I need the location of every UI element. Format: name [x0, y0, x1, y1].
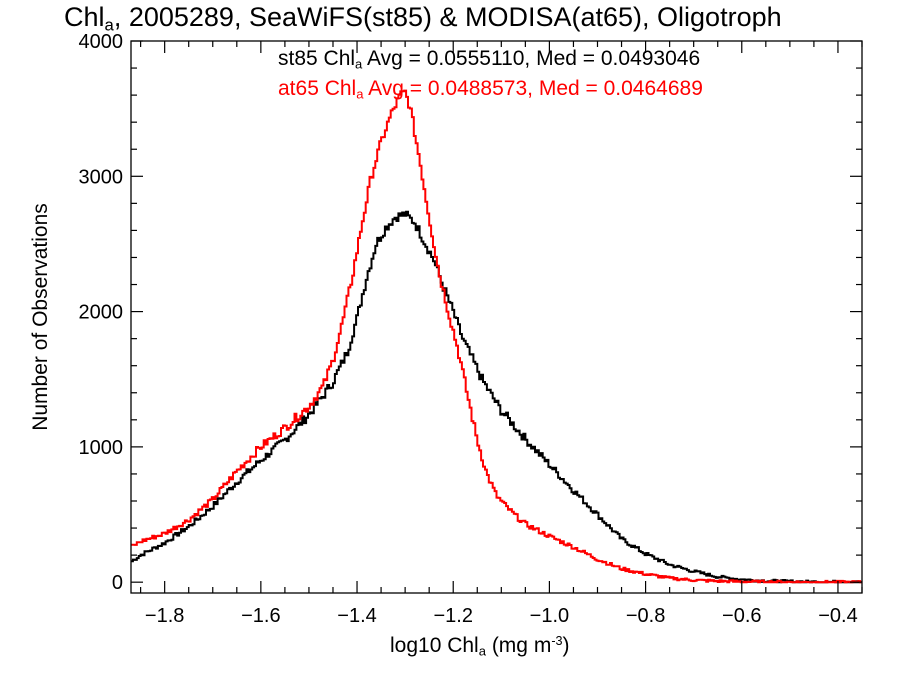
y-tick-label: 3000 — [79, 166, 124, 188]
x-tick-label: −1.4 — [337, 605, 376, 627]
x-axis-label: log10 Chla (mg m-3) — [390, 634, 570, 659]
x-tick-label: −0.4 — [818, 605, 857, 627]
y-tick-label: 4000 — [79, 31, 124, 53]
stat-line-st85: st85 Chla Avg = 0.0555110, Med = 0.04930… — [278, 47, 701, 72]
x-tick-label: −1.2 — [433, 605, 472, 627]
axes-layer: −1.8 −1.6 −1.4 −1.2 −1.0 −0.8 −0.6 −0.4 0 1000 200… — [79, 31, 863, 627]
x-tick-label: −1.0 — [530, 605, 569, 627]
series-line-at65 — [131, 89, 862, 584]
y-tick-label: 0 — [112, 572, 123, 594]
x-tick-label: −1.8 — [145, 605, 184, 627]
x-tick-label: −1.6 — [241, 605, 280, 627]
series-line-st85 — [131, 210, 862, 584]
series-layer — [131, 89, 862, 584]
chart-title: Chla, 2005289, SeaWiFS(st85) & MODISA(at… — [64, 2, 782, 35]
y-tick-label: 2000 — [79, 302, 124, 324]
y-axis-label: Number of Observations — [29, 203, 52, 431]
y-tick-label: 1000 — [79, 437, 124, 459]
x-tick-label: −0.8 — [626, 605, 665, 627]
stat-line-at65: at65 Chla Avg = 0.0488573, Med = 0.04646… — [278, 77, 703, 102]
plot-frame — [130, 40, 863, 594]
x-tick-label: −0.6 — [722, 605, 761, 627]
